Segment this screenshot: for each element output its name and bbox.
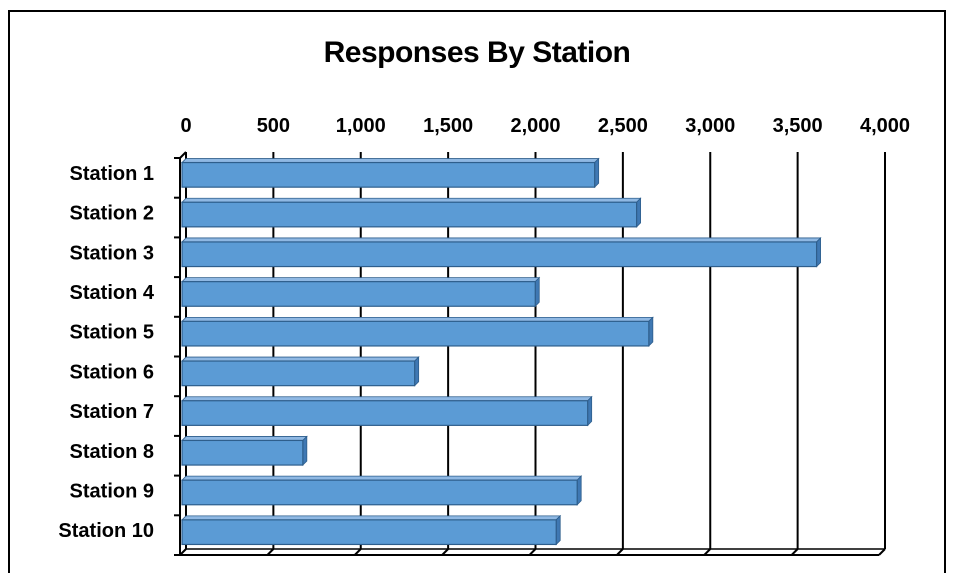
category-label: Station 10 <box>58 520 154 542</box>
x-tick-labels: 0 500 1,000 1,500 2,000 2,500 3,000 3,500 4,000 <box>180 115 910 137</box>
category-label: Station 5 <box>70 322 154 344</box>
bar <box>181 281 536 307</box>
x-tick-label: 500 <box>257 115 290 137</box>
category-label: Station 1 <box>70 163 154 185</box>
bar <box>181 479 578 506</box>
bar <box>181 519 557 546</box>
axes <box>174 151 885 556</box>
category-label: Station 3 <box>70 242 154 264</box>
bar-end-face <box>414 356 420 387</box>
bar-top-face <box>181 396 593 402</box>
x-tick-label: 3,500 <box>773 115 823 137</box>
x-tick-label: 0 <box>180 115 191 137</box>
bar-top-face <box>181 158 600 163</box>
x-tick-label: 3,000 <box>685 115 735 137</box>
bar <box>181 241 818 268</box>
chart-title: Responses By Station <box>323 36 631 69</box>
bar-top-face <box>181 316 654 322</box>
category-label: Station 8 <box>70 441 154 463</box>
bars <box>181 157 822 546</box>
bar-top-face <box>181 436 308 441</box>
bar <box>181 439 304 466</box>
x-tick-label: 4,000 <box>860 115 910 137</box>
bar-end-face <box>648 316 654 347</box>
category-label: Station 7 <box>70 401 154 423</box>
bar <box>181 360 416 387</box>
bar-top-face <box>181 237 822 243</box>
left-wall-top <box>179 151 187 159</box>
bar-top-face <box>181 475 583 481</box>
bar-top-face <box>181 277 541 283</box>
floor-tick <box>878 548 886 556</box>
bar-top-face <box>181 197 642 203</box>
bar <box>181 161 596 188</box>
x-tick-label: 1,500 <box>423 115 473 137</box>
x-tick-label: 2,000 <box>510 115 560 137</box>
bar-top-face <box>181 356 420 362</box>
bar <box>181 400 589 426</box>
category-label: Station 2 <box>70 203 154 225</box>
category-labels: Station 1 Station 2 Station 3 Station 4 Stat… <box>58 163 154 542</box>
category-label: Station 4 <box>70 282 155 304</box>
x-tick-label: 1,000 <box>336 115 386 137</box>
category-label: Station 6 <box>70 361 154 383</box>
bar <box>181 201 638 228</box>
x-tick-label: 2,500 <box>598 115 648 137</box>
category-label: Station 9 <box>70 480 154 502</box>
bar <box>181 320 650 347</box>
